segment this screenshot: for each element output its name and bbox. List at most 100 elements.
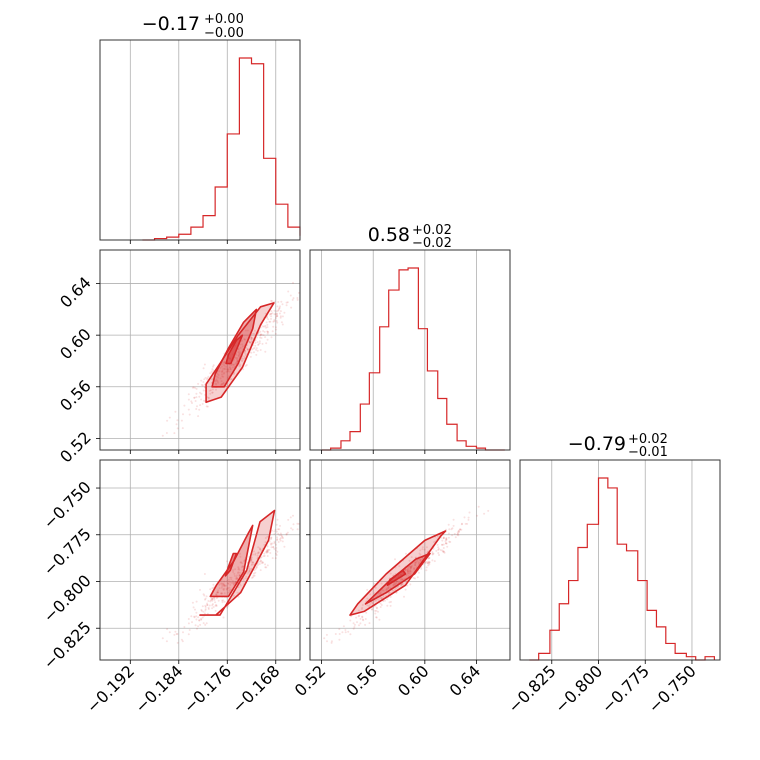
hist-1-title-plus: +0.02 [412, 223, 452, 238]
scatter-2-1-point [459, 528, 462, 531]
scatter-1-0-point [182, 413, 184, 416]
scatter-1-0-point [270, 336, 273, 339]
scatter-1-0-point [187, 393, 190, 396]
scatter-2-0-point [254, 571, 257, 574]
scatter-2-0-point [211, 604, 214, 607]
scatter-2-1-point [413, 568, 416, 571]
scatter-1-0-point [257, 344, 260, 346]
scatter-2-1-point [409, 569, 411, 572]
scatter-2-0-point [256, 552, 259, 555]
y-tick-label: −0.750 [40, 477, 95, 532]
scatter-2-0-point [251, 563, 253, 566]
scatter-2-1-point [401, 578, 404, 581]
scatter-2-0-point [227, 582, 230, 585]
scatter-1-0-point [187, 398, 190, 401]
hist-2-steps [529, 477, 715, 661]
scatter-1-0-point [237, 355, 240, 357]
scatter-2-0-point [222, 582, 225, 585]
scatter-2-0-point [254, 568, 257, 571]
scatter-2-1-point [364, 618, 367, 620]
hist-2-grid [551, 460, 693, 660]
scatter-2-0-point [260, 560, 263, 563]
scatter-2-1-point [372, 602, 374, 605]
scatter-2-0-point [204, 608, 207, 611]
scatter-2-0-point [251, 561, 254, 564]
scatter-2-1-point [427, 560, 430, 563]
scatter-2-1-point [366, 597, 369, 600]
scatter-2-0-point [236, 578, 239, 581]
scatter-2-1-point [395, 587, 398, 590]
scatter-2-0-point [199, 623, 202, 626]
scatter-1-0-point [238, 352, 240, 355]
scatter-2-0-point [289, 516, 292, 519]
scatter-1-0-point [220, 370, 223, 373]
scatter-2-0-point [258, 547, 261, 550]
scatter-2-1-point [357, 609, 360, 612]
scatter-2-0-point [206, 604, 209, 606]
scatter-2-1-point [459, 528, 462, 531]
scatter-2-1-point [410, 556, 413, 559]
scatter-2-1-point [447, 532, 450, 535]
scatter-1-0-point [281, 315, 284, 318]
scatter-2-0-point [195, 600, 198, 603]
scatter-2-0-point [228, 580, 231, 583]
scatter-2-1-point [358, 614, 361, 617]
scatter-1-0-point [242, 358, 245, 360]
scatter-2-1-point [409, 567, 412, 570]
scatter-2-1-point [444, 542, 447, 545]
scatter-2-1-point [418, 552, 421, 555]
scatter-2-0-point [211, 597, 214, 600]
scatter-2-1-point [349, 619, 352, 622]
scatter-1-0-point [246, 348, 249, 351]
scatter-2-0-point [212, 606, 215, 608]
scatter-2-1-point [326, 640, 328, 643]
scatter-2-0-point [277, 528, 280, 531]
scatter-2-0-point [222, 584, 225, 587]
scatter-2-1-point [437, 552, 440, 554]
scatter-1-0-point [225, 365, 228, 368]
scatter-2-1-point [386, 598, 389, 601]
scatter-2-0-point [249, 560, 252, 563]
scatter-1-0-point [256, 341, 259, 344]
scatter-2-1-point [394, 558, 396, 561]
scatter-2-0-contour-1 [209, 524, 254, 598]
scatter-1-0-point [266, 330, 269, 333]
scatter-2-0-point [252, 563, 255, 566]
scatter-1-0-point [219, 367, 222, 369]
scatter-2-0-point [211, 607, 214, 610]
scatter-2-1-point [394, 582, 397, 584]
scatter-1-0-point [232, 364, 235, 366]
scatter-2-0-point [236, 577, 239, 580]
scatter-1-0-point [217, 374, 220, 376]
scatter-1-0-point [267, 318, 270, 321]
scatter-2-1-point [451, 534, 454, 537]
scatter-1-0-point [236, 358, 239, 361]
scatter-2-0-point [191, 621, 193, 624]
scatter-1-0-point [180, 419, 183, 422]
scatter-2-0-point [200, 618, 203, 621]
scatter-1-0-point [236, 356, 239, 359]
scatter-1-0-point [225, 368, 228, 371]
scatter-2-1-point [468, 511, 471, 514]
scatter-2-0-point [222, 589, 225, 591]
scatter-2-0-point [203, 594, 206, 597]
scatter-2-1-point [403, 595, 405, 598]
scatter-2-0-point [231, 580, 234, 583]
scatter-2-0-point [215, 603, 218, 606]
scatter-1-0-point [253, 332, 256, 335]
scatter-2-0-point [279, 539, 282, 542]
y-tick-label: −0.825 [40, 618, 95, 673]
scatter-2-0-point [277, 532, 280, 535]
scatter-2-0-point [220, 582, 223, 585]
scatter-2-1-point [369, 603, 372, 606]
scatter-2-0-point [183, 626, 186, 628]
scatter-2-0-point [252, 561, 254, 564]
scatter-2-1-point [388, 601, 391, 604]
scatter-2-0-point [275, 554, 278, 556]
scatter-2-1-point [414, 562, 417, 565]
y-tick-labels-param1: 0.52 0.56 0.60 0.64 [56, 273, 95, 466]
scatter-2-0-point [250, 556, 253, 559]
scatter-2-0-point [229, 581, 232, 584]
scatter-2-1-point [445, 538, 448, 541]
